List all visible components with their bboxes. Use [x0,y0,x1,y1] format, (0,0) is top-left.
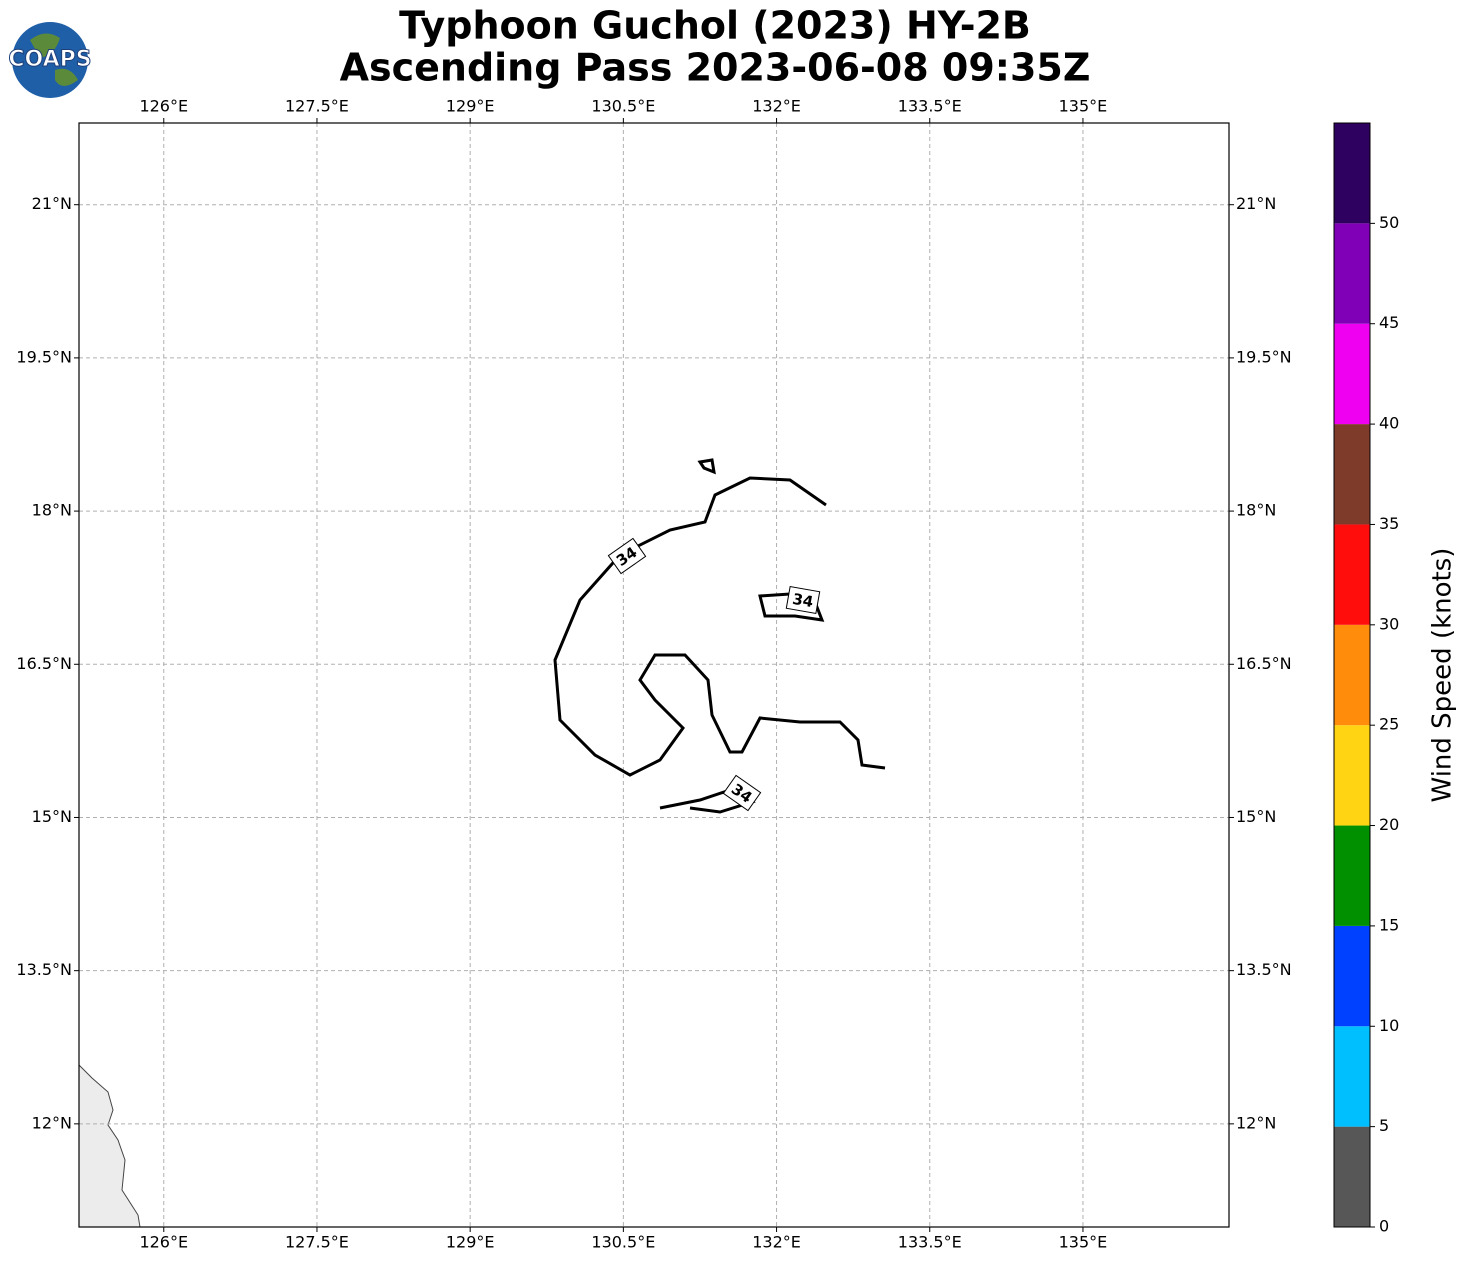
y-tick-label: 18°N [1236,501,1276,520]
chart-subtitle: Ascending Pass 2023-06-08 09:35Z [340,46,1091,90]
y-tick-label: 15°N [32,807,72,826]
colorbar-tick-label: 40 [1379,414,1399,433]
colorbar-tick-label: 5 [1379,1116,1389,1135]
logo-land [30,33,78,86]
x-tick-label: 130.5°E [591,97,655,116]
y-tick-label: 19.5°N [1236,347,1292,366]
x-tick-label: 127.5°E [285,1233,349,1252]
colorbar-segment [1334,925,1370,1027]
coastline [78,1063,141,1228]
colorbar-tick-label: 45 [1379,313,1399,332]
plot-frame [78,122,1230,1228]
colorbar-segment [1334,424,1370,525]
colorbar-tick-label: 35 [1379,514,1399,533]
colorbar-tick-label: 25 [1379,715,1399,734]
x-tick-label: 133.5°E [898,97,962,116]
colorbar-segment [1334,123,1370,224]
colorbar-frame [1333,122,1371,1228]
contour-line [697,458,716,475]
colorbar-segment [1334,323,1370,425]
colorbar-segment [1334,223,1370,324]
y-tick-label: 21°N [1236,194,1276,213]
colorbar-segment [1334,1126,1370,1227]
colorbar-tick-label: 20 [1379,815,1399,834]
x-tick-label: 126°E [139,97,188,116]
contour-label: 34 [791,590,815,611]
y-tick-label: 16.5°N [1236,654,1292,673]
x-tick-label: 132°E [752,1233,801,1252]
x-tick-label: 135°E [1059,1233,1108,1252]
colorbar-tick-label: 30 [1379,614,1399,633]
colorbar-segment [1334,524,1370,625]
x-tick-label: 129°E [446,1233,495,1252]
y-tick-label: 21°N [32,194,72,213]
x-tick-label: 126°E [139,1233,188,1252]
colorbar-segment [1334,624,1370,726]
y-tick-label: 19.5°N [16,347,72,366]
colorbar-segment [1334,825,1370,926]
colorbar-tick-label: 0 [1379,1217,1389,1236]
colorbar-tick-label: 10 [1379,1016,1399,1035]
colorbar-segment [1334,725,1370,826]
contour-label-box [785,585,821,615]
x-tick-label: 130.5°E [591,1233,655,1252]
y-tick-label: 12°N [1236,1113,1276,1132]
y-tick-label: 18°N [32,501,72,520]
contour-label-box [722,774,762,812]
y-tick-label: 15°N [1236,807,1276,826]
x-tick-label: 133.5°E [898,1233,962,1252]
y-tick-label: 12°N [32,1113,72,1132]
y-tick-label: 13.5°N [1236,960,1292,979]
colorbar-tick-label: 50 [1379,213,1399,232]
colorbar-segment [1334,1026,1370,1127]
x-tick-label: 135°E [1059,97,1108,116]
y-tick-label: 13.5°N [16,960,72,979]
chart-title: Typhoon Guchol (2023) HY-2B [399,4,1031,48]
x-tick-label: 132°E [752,97,801,116]
y-tick-label: 16.5°N [16,654,72,673]
contour-line [553,476,886,777]
x-tick-label: 127.5°E [285,97,349,116]
colorbar-label: Wind Speed (knots) [1428,548,1458,803]
contour [553,458,886,814]
logo: COAPS [8,22,92,98]
x-tick-label: 129°E [446,97,495,116]
logo-text: COAPS [8,47,91,72]
contour-label-box [607,537,647,575]
colorbar-tick-label: 15 [1379,915,1399,934]
